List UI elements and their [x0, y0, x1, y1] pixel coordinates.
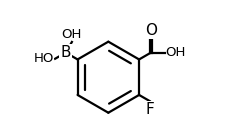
Text: OH: OH — [62, 28, 82, 41]
Text: B: B — [61, 45, 71, 60]
Text: F: F — [145, 102, 154, 117]
Text: HO: HO — [34, 52, 54, 65]
Text: O: O — [145, 23, 157, 38]
Text: OH: OH — [165, 46, 186, 59]
